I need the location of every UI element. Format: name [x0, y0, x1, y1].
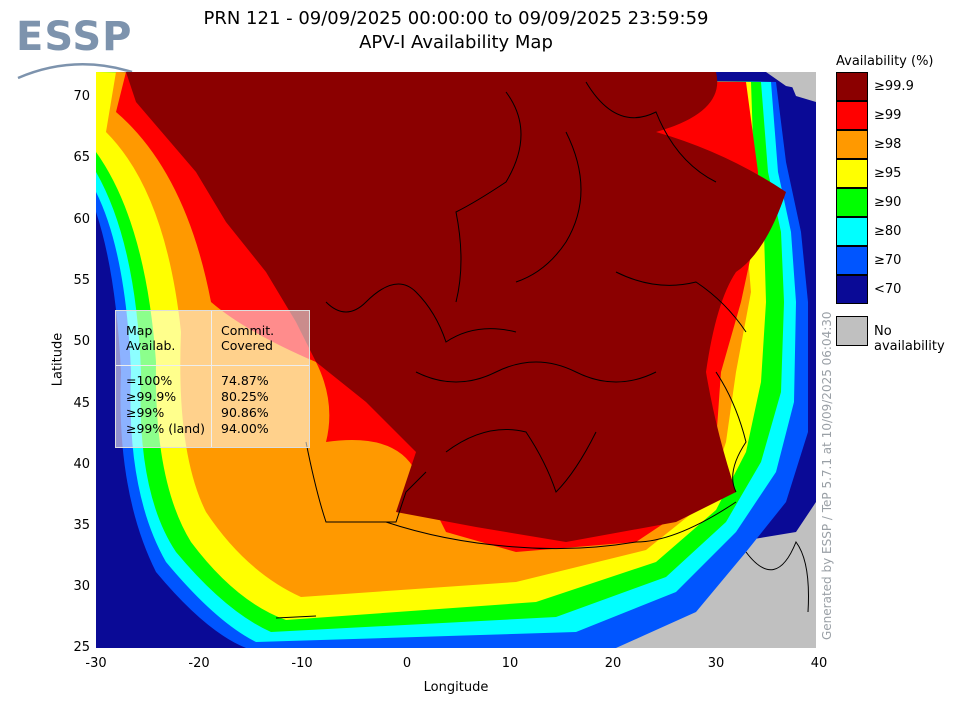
legend-item: ≥80 [836, 217, 956, 246]
stats-level: ≥99% [126, 405, 165, 420]
y-tick-label: 65 [73, 150, 90, 165]
legend-title: Availability (%) [836, 54, 934, 69]
legend-item: ≥99 [836, 101, 956, 130]
x-tick-label: 40 [810, 656, 828, 671]
coastlines [275, 81, 809, 619]
x-tick-label: 0 [402, 656, 412, 671]
legend-label: ≥90 [874, 195, 902, 210]
coverage-stats-box: Map Availab. Commit. Covered =100% 74.87… [115, 310, 310, 448]
no-availability-zone [596, 72, 816, 648]
y-tick-label: 50 [73, 334, 90, 349]
x-axis-label: Longitude [423, 680, 489, 695]
legend-item: ≥99.9 [836, 72, 956, 101]
legend-swatch [836, 130, 868, 159]
x-tick-label: -10 [291, 656, 313, 671]
legend-swatch [836, 159, 868, 188]
legend-label: ≥95 [874, 166, 902, 181]
legend-swatch [836, 188, 868, 217]
y-tick-label: 60 [73, 212, 90, 227]
legend-item: ≥90 [836, 188, 956, 217]
x-tick-label: -20 [188, 656, 210, 671]
legend-item: <70 [836, 275, 956, 304]
legend-label: <70 [874, 282, 902, 297]
y-tick-label: 25 [73, 640, 90, 655]
legend-item: ≥95 [836, 159, 956, 188]
essp-logo [17, 63, 133, 80]
y-tick-label: 70 [73, 89, 90, 104]
y-tick-label: 45 [73, 396, 90, 411]
stats-covered: 80.25% [221, 389, 269, 404]
y-axis-label: Latitude [50, 332, 66, 387]
stats-covered: 74.87% [221, 373, 269, 388]
stats-covered: 94.00% [221, 421, 269, 436]
legend-label: ≥98 [874, 137, 902, 152]
stats-level: ≥99% (land) [126, 421, 205, 436]
legend-swatch [836, 275, 868, 304]
stats-col2-header: Commit. Covered [221, 323, 275, 353]
legend-label: ≥99.9 [874, 79, 914, 94]
legend-swatch [836, 246, 868, 275]
legend-item: ≥70 [836, 246, 956, 275]
stats-header [116, 311, 309, 366]
legend-item: ≥98 [836, 130, 956, 159]
legend-swatch [836, 217, 868, 246]
legend-label: ≥70 [874, 253, 902, 268]
availability-map [96, 72, 816, 648]
stats-level: ≥99.9% [126, 389, 177, 404]
availability-map-canvas [96, 72, 816, 648]
stats-level: =100% [126, 373, 173, 388]
logo-text: ESSP [16, 14, 133, 60]
y-tick-label: 55 [73, 273, 90, 288]
x-tick-label: 30 [707, 656, 725, 671]
legend-label: No availability [874, 324, 945, 354]
stats-covered: 90.86% [221, 405, 269, 420]
y-tick-label: 35 [73, 518, 90, 533]
y-tick-label: 40 [73, 457, 90, 472]
generated-note: Generated by ESSP / TeP 5.7.1 at 10/09/2… [820, 311, 834, 640]
page-title: PRN 121 - 09/09/2025 00:00:00 to 09/09/2… [203, 8, 709, 29]
stats-col1-header: Map Availab. [126, 323, 176, 353]
x-tick-label: 10 [501, 656, 519, 671]
page-subtitle: APV-I Availability Map [359, 32, 553, 53]
legend-swatch [836, 101, 868, 130]
legend-label: ≥99 [874, 108, 902, 123]
x-tick-label: 20 [604, 656, 622, 671]
legend-swatch [836, 316, 868, 346]
stats-divider [211, 311, 212, 447]
legend-label: ≥80 [874, 224, 902, 239]
x-tick-label: -30 [85, 656, 107, 671]
availability-zone-99-9 [126, 72, 786, 542]
legend-swatch [836, 72, 868, 101]
legend-item-no-availability: No availability [836, 316, 960, 354]
y-tick-label: 30 [73, 579, 90, 594]
